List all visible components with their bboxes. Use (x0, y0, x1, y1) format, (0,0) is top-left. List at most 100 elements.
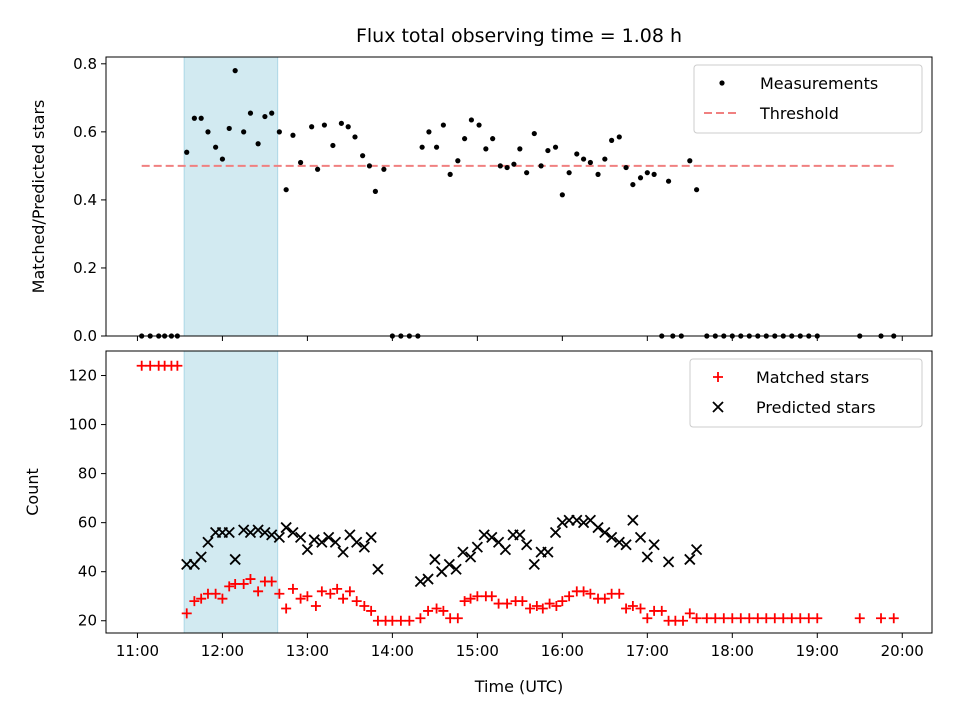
data-point (587, 159, 593, 166)
data-point (635, 603, 646, 614)
data-point (471, 541, 483, 553)
data-point (366, 163, 373, 169)
data-point (314, 166, 321, 172)
y-tick-label: 80 (78, 465, 97, 483)
y-tick-label: 20 (78, 612, 97, 630)
data-point (273, 531, 285, 544)
data-point (497, 163, 503, 169)
y-tick-label: 0.2 (73, 259, 97, 277)
data-point (168, 333, 175, 339)
data-point (172, 360, 183, 371)
data-point (415, 613, 426, 624)
data-point (398, 333, 404, 339)
data-point (310, 601, 321, 612)
data-point (352, 134, 358, 140)
data-point (321, 122, 327, 128)
bottom-panel-count: 20 40 60 80 100 120 11:00 12:00 13:00 14:00 15:00 1… (23, 350, 933, 660)
data-point (551, 601, 562, 612)
data-point (599, 593, 610, 604)
data-point (429, 553, 441, 566)
data-point (359, 601, 370, 612)
data-point (372, 563, 384, 575)
y-tick-label: 60 (78, 514, 97, 532)
data-point (145, 360, 156, 371)
x-tick-label: 13:00 (286, 642, 329, 660)
data-point (457, 546, 469, 558)
data-point (223, 526, 235, 539)
data-point (599, 526, 611, 539)
data-point (316, 536, 328, 548)
data-point (690, 543, 703, 556)
series-matched-stars (136, 360, 899, 626)
data-point (605, 531, 618, 544)
top-panel-ratio: 0.0 0.2 0.4 0.6 0.8 Matched/Predicted stars Me… (29, 55, 933, 345)
data-point (162, 333, 168, 339)
data-point (486, 591, 497, 602)
legend-label: Threshold (759, 104, 839, 123)
legend-marker-plus (713, 372, 723, 382)
data-point (181, 608, 192, 619)
data-point (684, 553, 696, 566)
data-point (252, 524, 264, 536)
data-point (778, 613, 789, 624)
data-point (678, 333, 684, 339)
data-point (592, 521, 604, 534)
data-point (538, 163, 544, 169)
data-point (198, 115, 204, 121)
data-point (585, 588, 596, 599)
data-point (232, 68, 238, 74)
data-point (578, 586, 589, 597)
data-point (269, 110, 275, 116)
data-point (229, 553, 241, 566)
data-point (544, 598, 555, 609)
data-point (189, 596, 200, 607)
data-point (795, 613, 806, 624)
data-point (803, 613, 814, 624)
data-point (876, 613, 887, 624)
data-point (490, 136, 496, 142)
data-point (395, 615, 406, 626)
data-point (684, 608, 695, 619)
data-point (406, 333, 412, 339)
data-point (191, 115, 197, 121)
data-point (566, 170, 572, 176)
data-point (262, 113, 268, 120)
legend-marker-dot (719, 80, 725, 86)
data-point (571, 514, 583, 526)
data-point (651, 171, 657, 177)
legend-label: Matched stars (756, 368, 869, 387)
data-point (462, 136, 468, 142)
data-point (670, 333, 676, 339)
data-point (287, 526, 299, 539)
y-tick-label: 100 (68, 416, 97, 434)
data-point (387, 615, 398, 626)
data-point (365, 531, 377, 544)
data-point (878, 333, 884, 339)
data-point (616, 134, 622, 140)
data-point (888, 613, 899, 624)
data-point (528, 558, 540, 570)
data-point (468, 117, 475, 123)
data-point (290, 132, 296, 138)
y-axis-label: Matched/Predicted stars (29, 100, 48, 294)
data-point (564, 591, 575, 602)
data-point (433, 144, 440, 150)
data-point (351, 596, 362, 607)
data-point (531, 601, 542, 612)
data-point (525, 603, 536, 614)
data-point (202, 536, 214, 548)
data-point (238, 578, 249, 589)
data-point (389, 333, 395, 339)
data-point (537, 603, 548, 614)
data-point (746, 333, 752, 339)
data-point (729, 333, 735, 339)
observing-time-span (183, 350, 279, 634)
x-tick-label: 18:00 (711, 642, 754, 660)
data-point (691, 613, 702, 624)
data-point (196, 593, 207, 604)
data-point (614, 588, 625, 599)
data-point (613, 536, 625, 548)
data-point (665, 178, 672, 184)
data-point (609, 137, 615, 143)
data-point (447, 171, 453, 177)
